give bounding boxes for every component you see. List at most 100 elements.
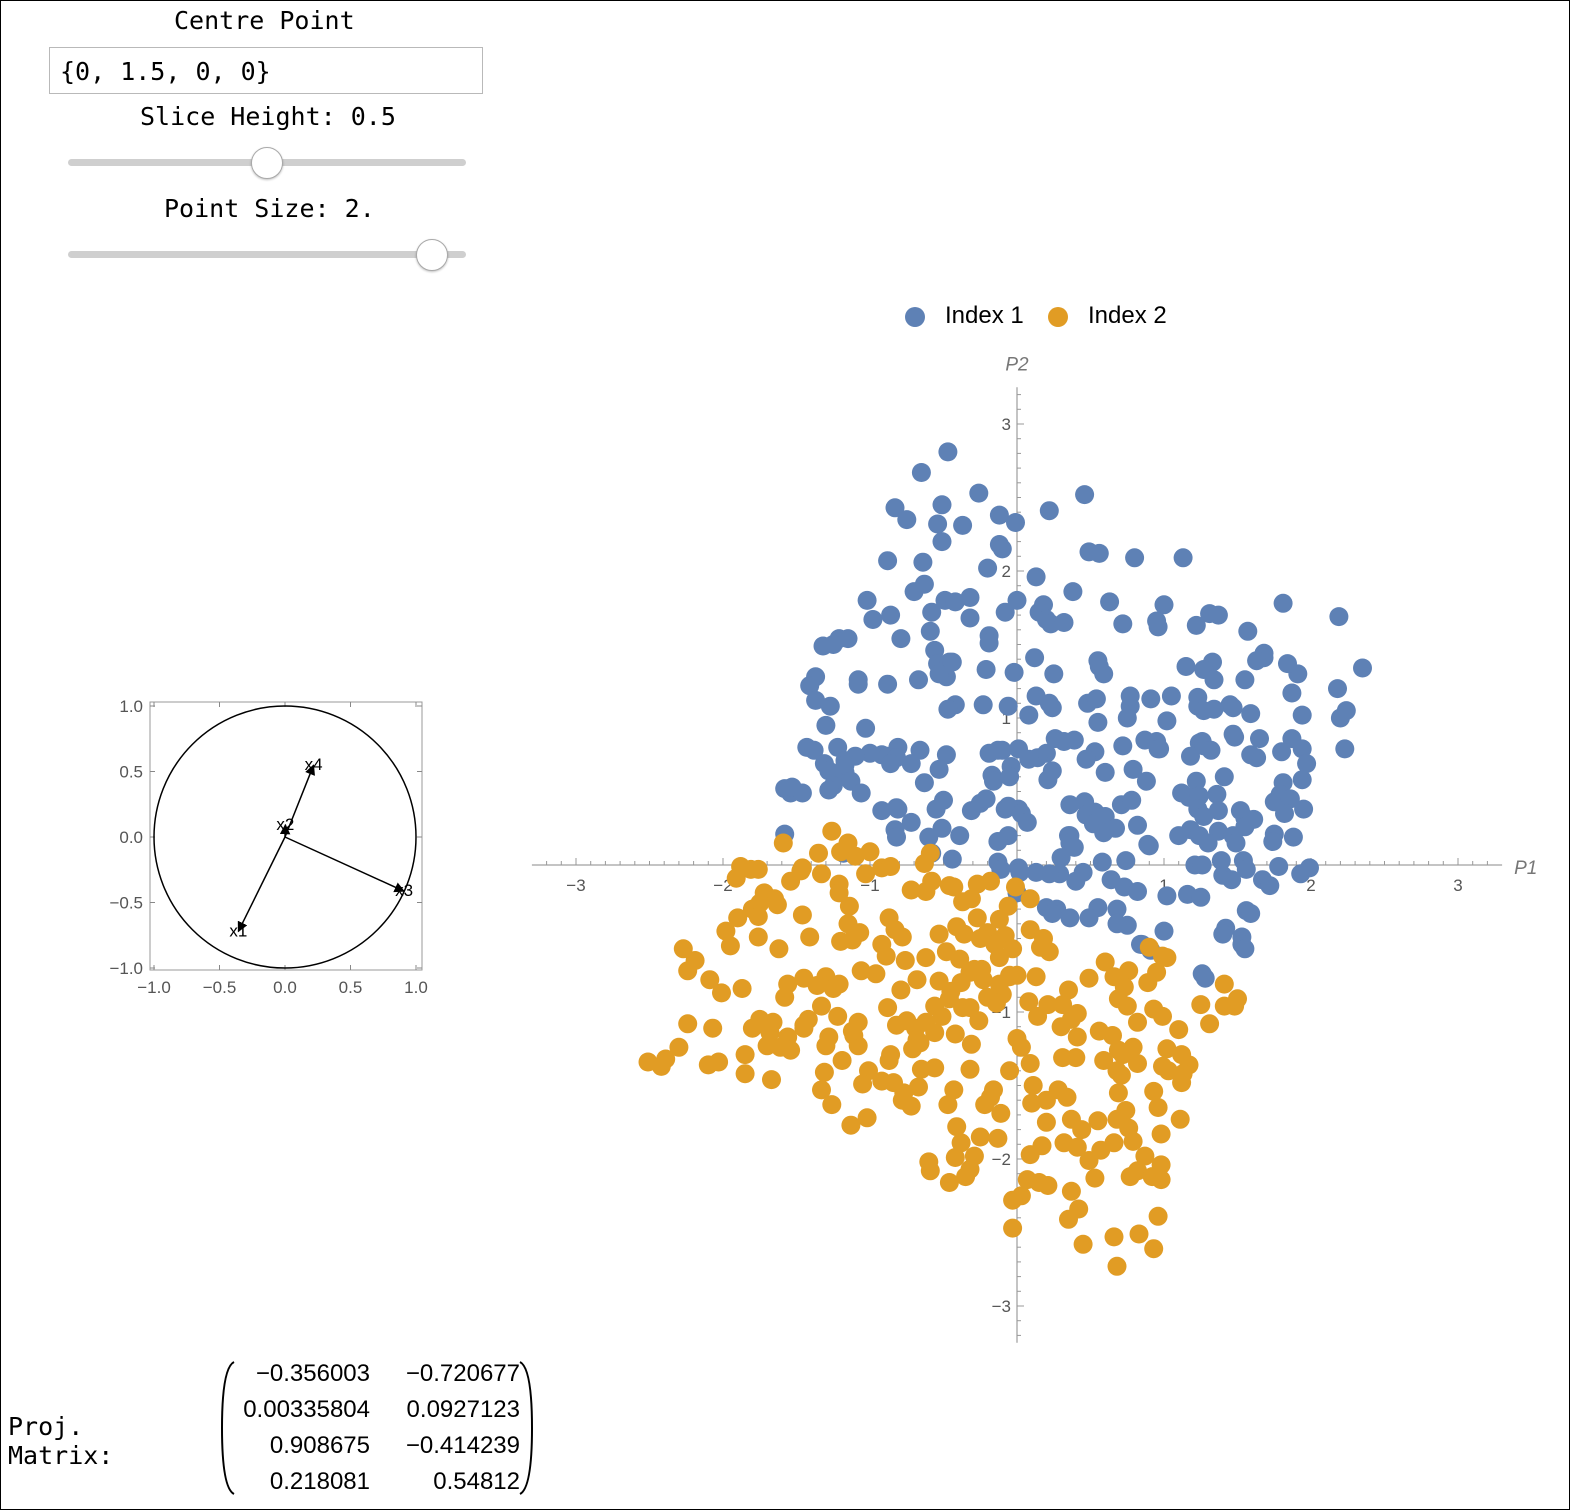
matrix-cell: −0.720677 bbox=[405, 1360, 520, 1387]
point-size-slider-thumb[interactable] bbox=[415, 239, 448, 271]
data-point bbox=[1235, 939, 1255, 959]
data-point bbox=[769, 939, 789, 959]
data-point bbox=[678, 961, 698, 981]
data-point bbox=[860, 743, 880, 763]
data-point bbox=[638, 1052, 658, 1072]
data-point bbox=[812, 864, 831, 884]
data-point bbox=[1181, 746, 1200, 766]
loading-vector-label-x2: x2 bbox=[276, 815, 294, 834]
data-point bbox=[1157, 711, 1177, 731]
data-point bbox=[878, 674, 898, 694]
data-point bbox=[673, 939, 693, 959]
data-point bbox=[841, 1115, 861, 1135]
data-point bbox=[1157, 886, 1177, 906]
data-point bbox=[1095, 952, 1115, 972]
data-point bbox=[1226, 833, 1246, 853]
data-point bbox=[895, 951, 915, 970]
data-point bbox=[1186, 771, 1206, 791]
data-point bbox=[828, 1006, 848, 1026]
data-point bbox=[767, 895, 787, 915]
data-point bbox=[960, 1059, 980, 1079]
data-point bbox=[1019, 705, 1039, 725]
data-point bbox=[1148, 617, 1168, 637]
data-point bbox=[872, 801, 892, 821]
data-point bbox=[919, 827, 939, 847]
data-point bbox=[1157, 1039, 1177, 1059]
data-point bbox=[969, 483, 989, 503]
data-point bbox=[1272, 742, 1292, 762]
data-point bbox=[878, 551, 898, 571]
data-point bbox=[907, 970, 927, 990]
legend-swatch bbox=[905, 307, 925, 327]
data-point bbox=[1198, 833, 1218, 853]
y-tick-label: 1 bbox=[1002, 709, 1011, 728]
data-point bbox=[831, 842, 851, 862]
data-point bbox=[1186, 615, 1206, 635]
data-point bbox=[964, 1146, 984, 1166]
data-point bbox=[1004, 662, 1024, 682]
data-point bbox=[1201, 740, 1221, 760]
data-point bbox=[819, 780, 839, 800]
data-point bbox=[1079, 968, 1099, 988]
data-point bbox=[1066, 1048, 1086, 1068]
series-2 bbox=[638, 821, 1247, 1276]
matrix-cell: 0.0927123 bbox=[406, 1396, 520, 1423]
y-tick-label: 3 bbox=[1002, 415, 1011, 434]
data-point bbox=[732, 979, 752, 998]
data-point bbox=[979, 633, 999, 653]
data-point bbox=[1051, 848, 1071, 868]
data-point bbox=[1148, 1206, 1168, 1226]
data-point bbox=[726, 868, 746, 888]
data-point bbox=[1200, 1014, 1220, 1034]
projection-matrix-label: Proj. Matrix: bbox=[8, 1412, 114, 1470]
data-point bbox=[885, 498, 905, 518]
data-point bbox=[1128, 1054, 1147, 1073]
data-point bbox=[1135, 1146, 1155, 1166]
data-point bbox=[1123, 759, 1143, 779]
data-point bbox=[1006, 877, 1025, 897]
data-point bbox=[936, 745, 956, 765]
data-point bbox=[1328, 679, 1347, 699]
data-point bbox=[1120, 686, 1140, 706]
data-point bbox=[823, 979, 843, 998]
data-point bbox=[876, 946, 896, 966]
data-point bbox=[1092, 852, 1112, 872]
data-point bbox=[1076, 749, 1096, 769]
data-point bbox=[1119, 961, 1139, 981]
data-point bbox=[792, 905, 812, 925]
data-point bbox=[901, 812, 921, 832]
data-point bbox=[960, 998, 980, 1018]
biplot-y-tick-label: 1.0 bbox=[119, 697, 143, 716]
slice-height-slider-thumb[interactable] bbox=[251, 147, 283, 179]
data-point bbox=[1044, 664, 1064, 684]
loading-vector-x4 bbox=[284, 764, 315, 838]
data-point bbox=[848, 1036, 868, 1056]
data-point bbox=[1094, 1051, 1114, 1070]
data-point bbox=[897, 510, 917, 530]
data-point bbox=[989, 505, 1009, 525]
data-point bbox=[794, 1015, 814, 1035]
data-point bbox=[782, 777, 802, 797]
biplot-x-tick-label: 1.0 bbox=[404, 978, 428, 997]
data-point bbox=[851, 961, 871, 981]
data-point bbox=[748, 907, 768, 926]
data-point bbox=[1214, 767, 1234, 787]
data-point bbox=[1292, 770, 1312, 790]
data-point bbox=[1085, 1168, 1105, 1188]
data-point bbox=[1054, 732, 1074, 751]
data-point bbox=[1260, 876, 1280, 896]
data-point bbox=[800, 676, 820, 696]
x-axis-label: P1 bbox=[1514, 858, 1537, 879]
point-size-value: 2. bbox=[344, 194, 375, 223]
biplot-y-tick-label: 0.0 bbox=[119, 828, 143, 847]
data-point bbox=[669, 1037, 689, 1057]
centre-point-input[interactable]: {0, 1.5, 0, 0} bbox=[49, 47, 483, 94]
point-size-slider[interactable] bbox=[68, 251, 466, 258]
data-point bbox=[1039, 501, 1059, 521]
data-point bbox=[961, 1034, 981, 1054]
data-point bbox=[1161, 686, 1181, 706]
data-point bbox=[1088, 712, 1108, 732]
data-point bbox=[1117, 996, 1137, 1016]
data-point bbox=[762, 1070, 781, 1090]
